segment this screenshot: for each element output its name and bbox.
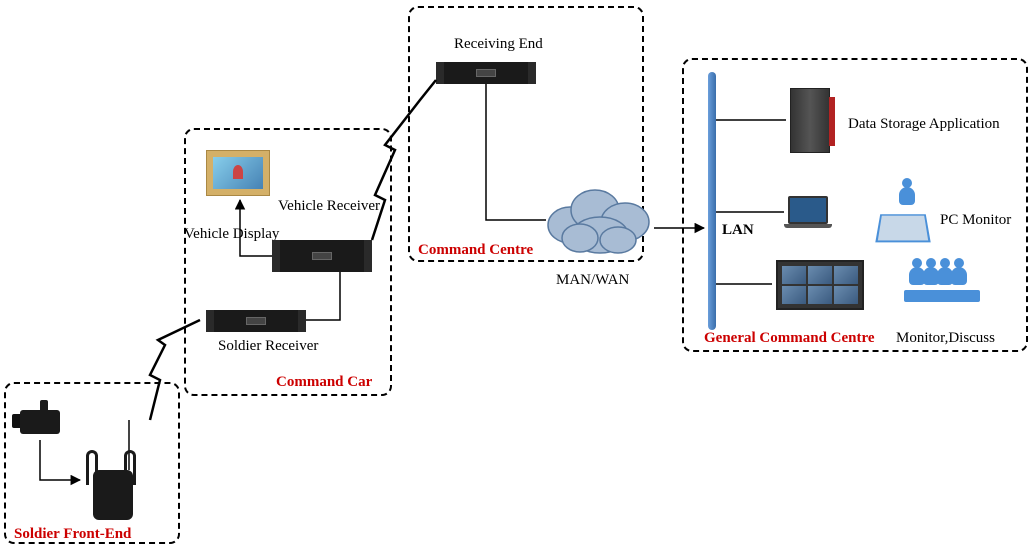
zone-title-general-command-centre: General Command Centre	[704, 330, 875, 347]
videowall-icon	[776, 260, 864, 310]
soldier-receiver-label: Soldier Receiver	[218, 338, 318, 355]
vehicle-display-icon	[206, 150, 270, 196]
lan-label: LAN	[722, 222, 754, 239]
zone-title-command-car: Command Car	[276, 374, 372, 391]
receiving-end-rack	[436, 62, 536, 84]
vehicle-receiver-rack	[272, 240, 372, 272]
pc-monitor-person-icon	[900, 178, 914, 211]
soldier-receiver-rack	[206, 310, 306, 332]
laptop-icon	[788, 196, 832, 228]
data-storage-label: Data Storage Application	[848, 116, 1000, 133]
lan-bar	[708, 72, 716, 330]
soldier-backpack-icon	[78, 450, 148, 530]
zone-title-command-centre: Command Centre	[418, 242, 533, 259]
cloud-icon	[540, 180, 660, 260]
receiving-end-label: Receiving End	[454, 36, 543, 53]
vehicle-receiver-label: Vehicle Receiver	[278, 198, 380, 215]
pc-monitor-label: PC Monitor	[940, 212, 1011, 229]
map-board-icon	[875, 214, 930, 242]
meeting-table-icon	[904, 290, 980, 302]
server-icon	[790, 88, 830, 153]
camera-icon	[12, 400, 72, 436]
meeting-people-icon	[910, 258, 966, 291]
vehicle-display-label: Vehicle Display	[184, 226, 279, 243]
man-wan-label: MAN/WAN	[556, 272, 629, 289]
monitor-discuss-label: Monitor,Discuss	[896, 330, 995, 347]
